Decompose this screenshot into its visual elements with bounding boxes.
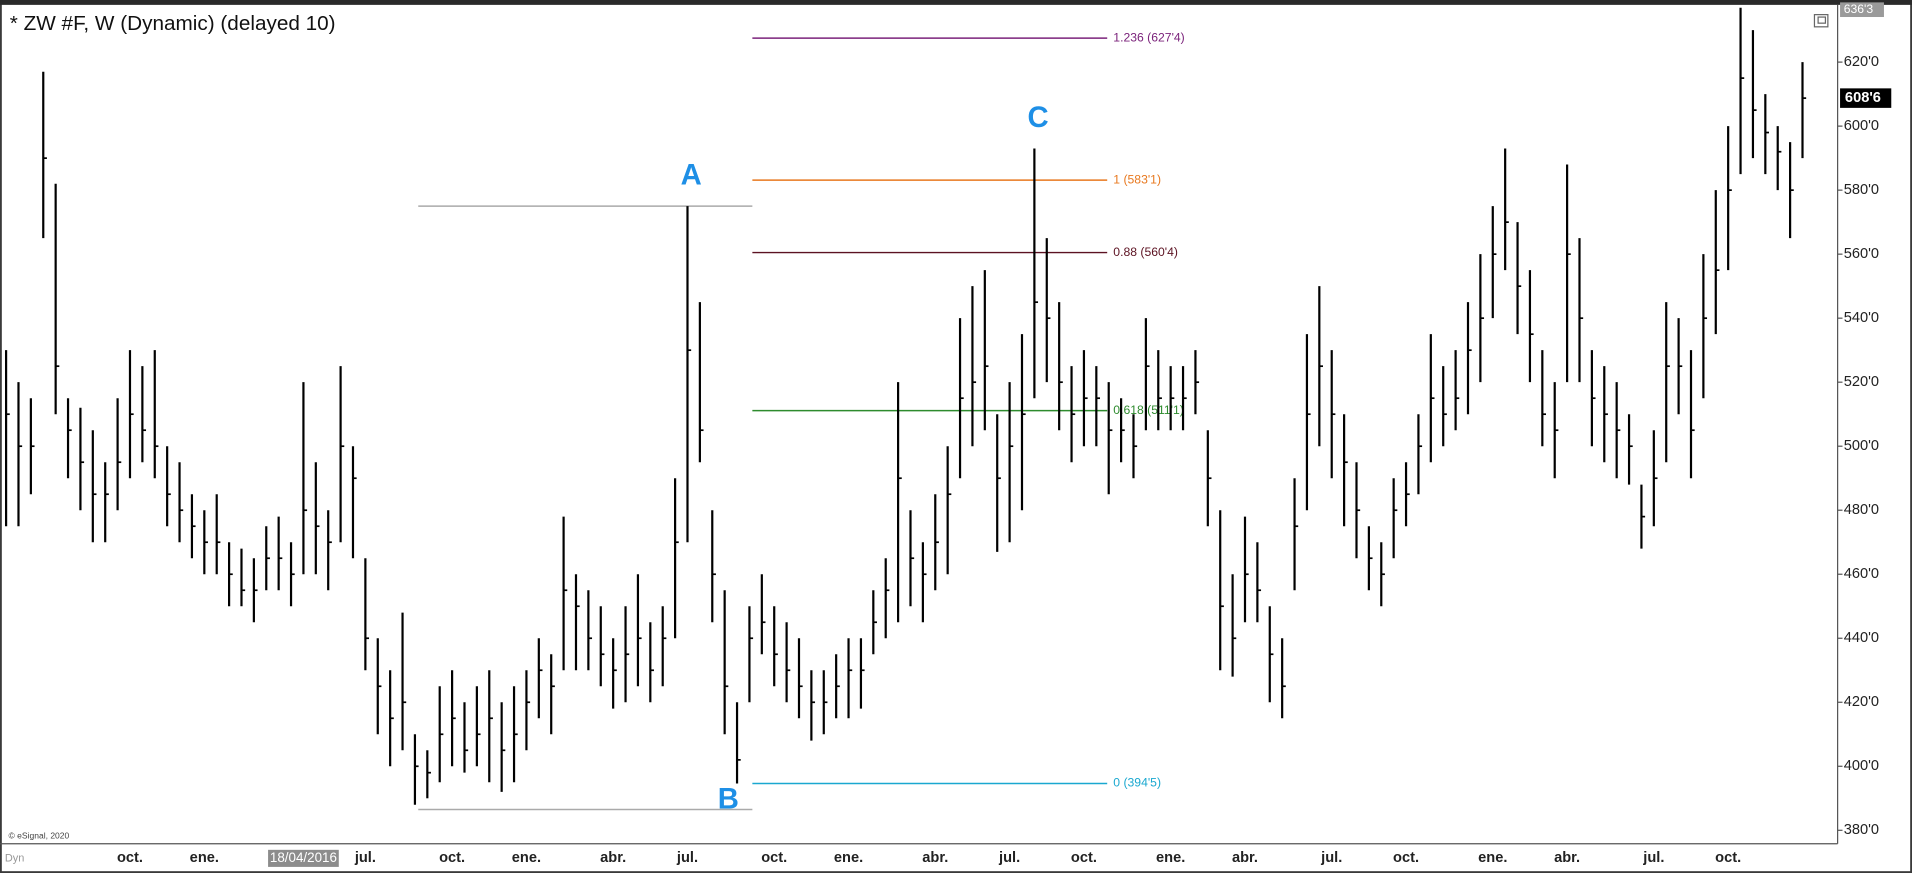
- x-tick-label: oct.: [1071, 850, 1097, 866]
- x-tick-label: abr.: [600, 850, 626, 866]
- high-marker-box: [1840, 2, 1884, 18]
- y-tick-label: 500'0: [1844, 438, 1879, 454]
- fib-label: 1 (583'1): [1113, 172, 1161, 186]
- x-tick-label: oct.: [117, 850, 143, 866]
- cursor-date-box: [268, 849, 339, 867]
- x-tick-label: abr.: [1232, 850, 1258, 866]
- x-tick-label: jul.: [354, 850, 376, 866]
- x-tick-label: ene.: [834, 850, 863, 866]
- mode-label: Dyn: [5, 852, 25, 864]
- last-price-box: [1840, 88, 1892, 108]
- x-tick-label: ene.: [1478, 850, 1507, 866]
- x-tick-label: abr.: [922, 850, 948, 866]
- y-tick-label: 380'0: [1844, 822, 1879, 838]
- window-button-icon: [1817, 16, 1827, 24]
- x-tick-label: jul.: [998, 850, 1020, 866]
- y-tick-label: 480'0: [1844, 502, 1879, 518]
- x-tick-label: ene.: [190, 850, 219, 866]
- top-strip: [0, 0, 1912, 5]
- x-tick-label: oct.: [1715, 850, 1741, 866]
- x-tick-label: oct.: [439, 850, 465, 866]
- x-tick-label: jul.: [676, 850, 698, 866]
- fib-label: 0 (394'5): [1113, 776, 1161, 790]
- copyright: © eSignal, 2020: [9, 831, 70, 841]
- x-tick-label: abr.: [1554, 850, 1580, 866]
- y-tick-label: 400'0: [1844, 758, 1879, 774]
- swing-label: C: [1027, 102, 1048, 134]
- swing-label: A: [681, 160, 702, 192]
- x-tick-label: oct.: [761, 850, 787, 866]
- fib-label: 0.618 (511'1): [1113, 403, 1184, 417]
- y-tick-label: 520'0: [1844, 374, 1879, 390]
- y-tick-label: 440'0: [1844, 630, 1879, 646]
- last-price-label: 608'6: [1845, 90, 1881, 106]
- y-tick-label: 540'0: [1844, 310, 1879, 326]
- y-tick-label: 560'0: [1844, 246, 1879, 262]
- y-tick-label: 420'0: [1844, 694, 1879, 710]
- x-tick-label: ene.: [512, 850, 541, 866]
- chart-title: * ZW #F, W (Dynamic) (delayed 10): [10, 12, 336, 35]
- x-tick-label: jul.: [1320, 850, 1342, 866]
- swing-label: B: [718, 783, 739, 815]
- y-tick-label: 600'0: [1844, 118, 1879, 134]
- y-tick-label: 460'0: [1844, 566, 1879, 582]
- fib-label: 0.88 (560'4): [1113, 245, 1178, 259]
- high-marker-label: 636'3: [1844, 2, 1874, 16]
- x-tick-label: ene.: [1156, 850, 1185, 866]
- y-tick-label: 620'0: [1844, 54, 1879, 70]
- x-tick-label: jul.: [1642, 850, 1664, 866]
- cursor-date: 18/04/2016: [270, 850, 337, 865]
- y-tick-label: 580'0: [1844, 182, 1879, 198]
- x-tick-label: oct.: [1393, 850, 1419, 866]
- fib-label: 1.236 (627'4): [1113, 30, 1184, 44]
